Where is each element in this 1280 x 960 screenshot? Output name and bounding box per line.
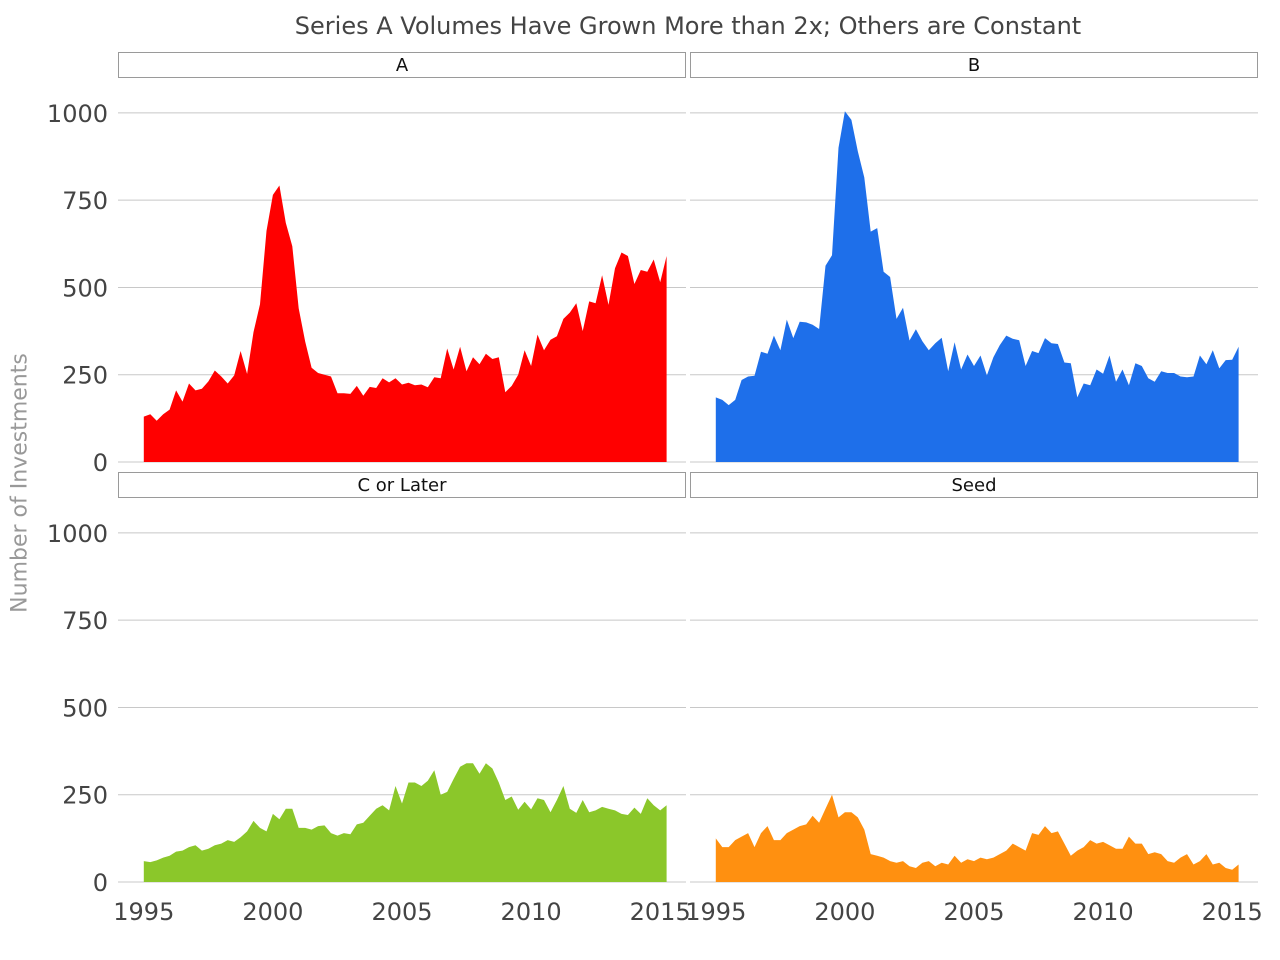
x-tick-label: 1995 xyxy=(113,898,174,926)
panel-seed-strip xyxy=(690,472,1258,498)
y-tick-label: 750 xyxy=(62,607,108,635)
y-tick-label: 0 xyxy=(93,449,108,477)
x-tick-label: 2005 xyxy=(371,898,432,926)
chart-title: Series A Volumes Have Grown More than 2x… xyxy=(294,12,1082,40)
panel-b-strip xyxy=(690,52,1258,78)
panel-c-or-later-strip xyxy=(118,472,686,498)
y-tick-label: 1000 xyxy=(47,100,108,128)
panel-seed: Seed 1995 2000 2005 2010 2015 xyxy=(685,472,1263,926)
y-tick-label: 1000 xyxy=(47,520,108,548)
panel-b: B xyxy=(690,52,1258,463)
panel-a: A 0 250 500 750 1000 xyxy=(47,52,686,477)
x-tick-label: 2000 xyxy=(814,898,875,926)
panel-c-or-later-strip-label: C or Later xyxy=(357,475,447,496)
x-tick-label: 2010 xyxy=(1073,898,1134,926)
y-tick-label: 250 xyxy=(62,782,108,810)
panel-seed-area xyxy=(715,794,1239,882)
x-tick-label: 2015 xyxy=(1202,898,1263,926)
panel-b-strip-label: B xyxy=(968,55,980,76)
panel-a-area xyxy=(143,185,667,462)
x-tick-label: 2000 xyxy=(242,898,303,926)
x-tick-label: 1995 xyxy=(685,898,746,926)
x-tick-label: 2010 xyxy=(501,898,562,926)
y-tick-label: 250 xyxy=(62,362,108,390)
panel-b-area xyxy=(715,111,1239,462)
panel-a-strip-label: A xyxy=(396,55,409,76)
panel-c-or-later: C or Later 0 250 500 750 1000 1995 2000 2005 2010… xyxy=(47,472,691,926)
x-tick-label: 2015 xyxy=(630,898,691,926)
y-tick-label: 0 xyxy=(93,869,108,897)
y-tick-label: 500 xyxy=(62,694,108,722)
y-tick-label: 500 xyxy=(62,274,108,302)
x-tick-label: 2005 xyxy=(943,898,1004,926)
y-tick-label: 750 xyxy=(62,187,108,215)
panel-a-strip xyxy=(118,52,686,78)
panel-c-or-later-area xyxy=(143,763,667,882)
panel-seed-strip-label: Seed xyxy=(952,475,997,496)
